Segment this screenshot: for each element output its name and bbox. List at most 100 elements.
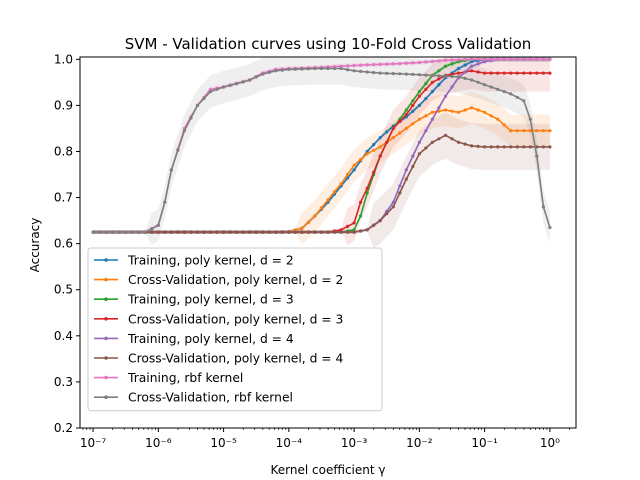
point-series-7-48 (404, 72, 408, 76)
point-series-6-45 (385, 62, 389, 66)
point-series-3-40 (352, 221, 356, 225)
point-series-6-49 (411, 61, 415, 65)
point-series-3-70 (548, 71, 552, 75)
point-series-5-36 (326, 230, 330, 234)
point-series-7-2 (104, 230, 108, 234)
point-series-7-62 (496, 87, 500, 91)
point-series-7-37 (332, 66, 337, 71)
point-series-3-68 (535, 71, 539, 75)
point-series-1-62 (496, 117, 500, 121)
point-series-5-53 (437, 137, 441, 141)
point-series-1-48 (404, 126, 408, 130)
band-series-7 (93, 57, 550, 245)
point-series-7-34 (313, 66, 317, 71)
point-series-7-5 (124, 230, 128, 234)
point-series-5-67 (528, 145, 532, 149)
point-series-7-63 (502, 90, 506, 94)
point-series-6-68 (535, 57, 539, 61)
point-series-1-70 (548, 129, 552, 133)
point-series-7-60 (483, 83, 487, 87)
point-series-7-1 (98, 230, 102, 234)
point-series-7-67 (528, 117, 532, 121)
point-series-6-54 (443, 58, 448, 62)
point-series-0-45 (385, 130, 389, 134)
point-series-6-70 (548, 57, 552, 61)
legend-label-2: Training, poly kernel, d = 3 (127, 293, 294, 307)
point-series-5-39 (346, 230, 350, 234)
point-series-1-55 (450, 109, 454, 113)
point-series-7-33 (306, 67, 310, 71)
point-series-0-51 (424, 96, 428, 101)
point-series-6-53 (437, 59, 441, 63)
point-series-7-45 (385, 71, 389, 75)
point-series-4-46 (391, 200, 395, 204)
point-series-3-50 (417, 94, 421, 98)
point-series-1-36 (326, 198, 330, 202)
point-series-7-30 (287, 67, 291, 71)
point-series-6-43 (372, 63, 376, 67)
point-series-1-56 (456, 110, 461, 114)
point-series-5-64 (509, 145, 513, 149)
point-series-3-65 (515, 71, 519, 75)
point-series-3-64 (509, 71, 513, 75)
point-series-6-42 (365, 63, 369, 67)
point-series-7-36 (326, 66, 330, 71)
legend-marker-3 (104, 317, 108, 321)
point-series-3-45 (385, 140, 389, 144)
point-series-7-46 (391, 72, 395, 76)
point-series-5-47 (398, 191, 402, 195)
point-series-3-61 (489, 71, 493, 75)
legend-label-4: Training, poly kernel, d = 4 (127, 332, 294, 346)
legend-label-1: Cross-Validation, poly kernel, d = 2 (128, 273, 343, 287)
legend-label-7: Cross-Validation, rbf kernel (128, 391, 293, 405)
legend: Training, poly kernel, d = 2 Cross-Valida… (87, 247, 383, 412)
point-series-1-67 (528, 129, 532, 133)
point-series-5-19 (215, 230, 219, 234)
legend-marker-2 (104, 297, 108, 302)
point-series-3-49 (411, 103, 415, 107)
point-series-1-32 (300, 226, 304, 230)
point-series-7-16 (195, 103, 200, 107)
point-series-5-41 (359, 229, 363, 233)
legend-label-3: Cross-Validation, poly kernel, d = 3 (128, 312, 343, 326)
point-series-7-57 (463, 76, 467, 80)
point-series-1-68 (535, 129, 539, 133)
x-tick-label-4: 10⁻³ (341, 436, 368, 450)
point-series-5-61 (489, 145, 493, 149)
point-series-6-64 (509, 57, 513, 61)
point-series-6-18 (208, 87, 213, 91)
point-series-6-44 (378, 62, 382, 66)
x-tick-label-5: 10⁻² (406, 436, 433, 450)
point-series-4-60 (483, 60, 487, 64)
legend-marker-0 (104, 258, 108, 262)
y-axis-label: Accuracy (28, 218, 42, 273)
point-series-1-42 (365, 152, 369, 156)
point-series-5-34 (313, 230, 317, 234)
point-series-1-50 (417, 117, 421, 121)
point-series-7-12 (169, 168, 173, 172)
point-series-5-52 (430, 140, 434, 144)
point-series-5-15 (189, 230, 193, 234)
point-series-1-57 (463, 108, 467, 112)
point-series-7-51 (424, 73, 428, 77)
point-series-1-35 (319, 206, 324, 210)
point-series-7-47 (398, 72, 402, 76)
point-series-5-35 (319, 230, 324, 234)
point-series-0-43 (372, 143, 376, 147)
point-series-7-0 (91, 230, 95, 234)
point-series-6-56 (456, 58, 461, 62)
point-series-6-50 (417, 60, 421, 65)
point-series-7-19 (215, 87, 219, 91)
point-series-2-50 (417, 90, 421, 94)
point-series-1-52 (430, 110, 434, 114)
point-series-7-18 (208, 90, 213, 94)
point-series-6-63 (502, 57, 506, 61)
point-series-2-41 (359, 214, 363, 218)
point-series-7-7 (137, 230, 141, 234)
point-series-7-3 (111, 230, 115, 234)
point-series-5-48 (404, 177, 408, 181)
point-series-1-54 (443, 108, 448, 112)
point-series-5-24 (248, 230, 252, 234)
point-series-1-41 (359, 157, 363, 162)
point-series-1-33 (306, 220, 310, 224)
